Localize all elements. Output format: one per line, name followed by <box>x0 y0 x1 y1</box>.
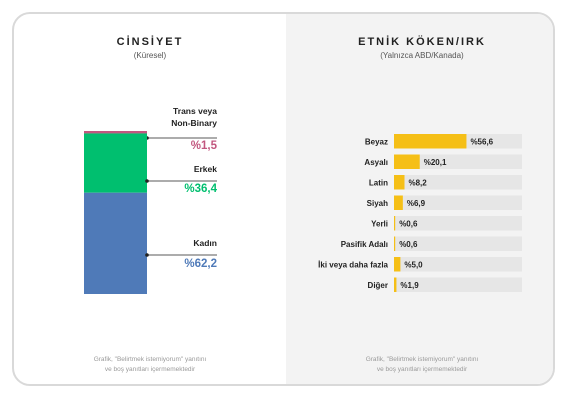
ethnicity-value-label-iki-veya-daha-fazla: %5,0 <box>404 260 423 269</box>
ethnicity-value-label-latin: %8,2 <box>408 178 427 187</box>
gender-footnote-line2: ve boş yanıtları içermemektedir <box>104 366 196 373</box>
ethnicity-bar-track-latin <box>394 175 522 190</box>
ethnicity-category-label-latin: Latin <box>369 178 388 187</box>
ethnicity-value-label-yerli: %0,6 <box>399 219 418 228</box>
gender-title: CİNSİYET <box>116 36 184 48</box>
ethnicity-category-label-iki-veya-daha-fazla: İki veya daha fazla <box>318 260 388 269</box>
gender-bar-segment-erkek <box>84 133 147 193</box>
gender-value-label-erkek: %36,4 <box>184 183 217 195</box>
gender-category-label-kadin: Kadın <box>193 238 217 248</box>
ethnicity-category-label-asyali: Asyalı <box>364 158 388 167</box>
ethnicity-category-label-siyah: Siyah <box>367 199 388 208</box>
gender-value-label-kadin: %62,2 <box>184 258 217 270</box>
gender-category-label-erkek: Erkek <box>194 164 217 174</box>
ethnicity-footnote-line2: ve boş yanıtları içermemektedir <box>376 366 468 373</box>
ethnicity-value-label-diger: %1,9 <box>400 281 419 290</box>
ethnicity-value-label-asyali: %20,1 <box>424 158 447 167</box>
ethnicity-footnote: Grafik, "Belirtmek istemiyorum" yanıtını… <box>302 355 542 375</box>
infographic-card: CİNSİYET (Küresel) ETNİK KÖKEN/IRK (Yaln… <box>12 12 555 386</box>
ethnicity-category-label-diger: Diğer <box>368 281 388 290</box>
ethnicity-value-label-pasifik-adali: %0,6 <box>399 240 418 249</box>
ethnicity-bar-iki-veya-daha-fazla <box>394 257 401 272</box>
ethnicity-bar-chart: Beyaz %56,6 Asyalı %20,1 Latin %8,2 Siyah %6,9 Y… <box>318 134 522 292</box>
gender-category-label-trans-veya-non-binary-2: Non-Binary <box>171 118 217 128</box>
ethnicity-bar-beyaz <box>394 134 467 149</box>
ethnicity-category-label-beyaz: Beyaz <box>365 137 388 146</box>
gender-bar-segment-trans-veya-non-binary <box>84 131 147 134</box>
gender-footnote-line1: Grafik, "Belirtmek istemiyorum" yanıtını <box>93 356 207 363</box>
ethnicity-bar-pasifik-adali <box>394 236 396 251</box>
gender-stacked-bar-chart: Trans veya Non-Binary %1,5 Erkek %36,4 Kadın%… <box>84 106 218 294</box>
ethnicity-title: ETNİK KÖKEN/IRK <box>358 36 486 48</box>
ethnicity-bar-siyah <box>394 195 403 210</box>
gender-subtitle: (Küresel) <box>133 51 167 60</box>
ethnicity-value-label-beyaz: %56,6 <box>470 137 493 146</box>
gender-footnote: Grafik, "Belirtmek istemiyorum" yanıtını… <box>30 355 270 375</box>
ethnicity-bar-track-yerli <box>394 216 522 231</box>
ethnicity-footnote-line1: Grafik, "Belirtmek istemiyorum" yanıtını <box>365 356 479 363</box>
ethnicity-bar-diger <box>394 277 397 292</box>
ethnicity-value-label-siyah: %6,9 <box>407 199 426 208</box>
gender-bar-segment-kadin <box>84 192 147 294</box>
ethnicity-subtitle: (Yalnızca ABD/Kanada) <box>380 51 464 60</box>
ethnicity-bar-track-asyali <box>394 154 522 169</box>
ethnicity-bar-track-pasifik-adali <box>394 236 522 251</box>
ethnicity-bar-track-siyah <box>394 195 522 210</box>
ethnicity-bar-track-iki-veya-daha-fazla <box>394 257 522 272</box>
gender-value-label-trans-veya-non-binary: %1,5 <box>191 140 218 152</box>
ethnicity-category-label-yerli: Yerli <box>371 219 388 228</box>
ethnicity-bar-asyali <box>394 154 420 169</box>
gender-category-label-trans-veya-non-binary-1: Trans veya <box>173 106 217 116</box>
ethnicity-bar-track-diger <box>394 277 522 292</box>
ethnicity-bar-yerli <box>394 216 396 231</box>
ethnicity-bar-latin <box>394 175 405 190</box>
ethnicity-category-label-pasifik-adali: Pasifik Adalı <box>341 240 388 249</box>
